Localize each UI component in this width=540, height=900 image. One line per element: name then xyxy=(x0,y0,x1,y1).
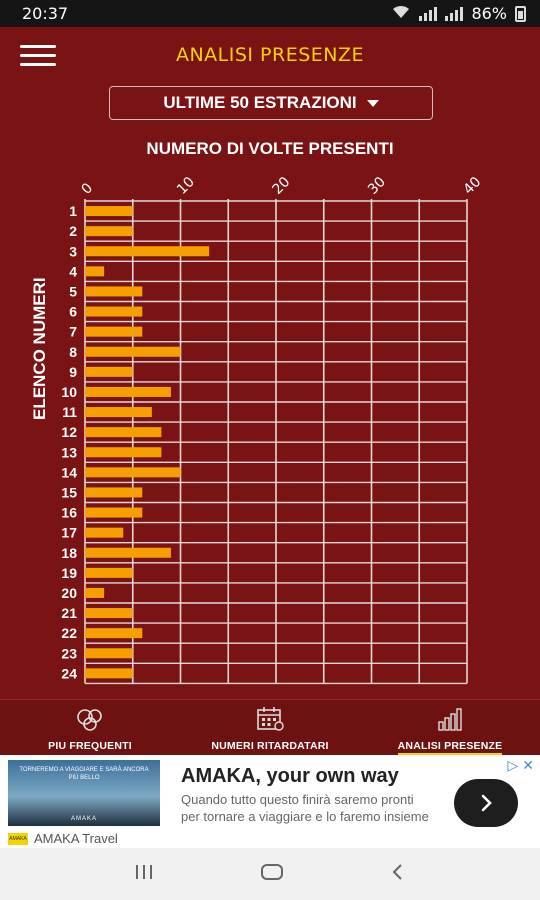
x-tick-label: 10 xyxy=(174,174,198,198)
bar xyxy=(85,206,133,217)
bar xyxy=(85,266,105,277)
y-tick-label: 18 xyxy=(61,545,77,561)
bar xyxy=(85,608,133,619)
bar xyxy=(85,648,133,659)
bar xyxy=(85,286,143,297)
bar xyxy=(85,226,133,237)
y-tick-label: 22 xyxy=(61,625,77,641)
dropdown-value: ULTIME 50 ESTRAZIONI xyxy=(163,93,357,112)
status-bar: 20:37 86% xyxy=(0,0,540,27)
chart-title: NUMERO DI VOLTE PRESENTI xyxy=(146,139,394,158)
bar xyxy=(85,668,133,679)
y-tick-label: 24 xyxy=(61,665,77,681)
page-title: ANALISI PRESENZE xyxy=(175,44,365,66)
ad-choices-icon[interactable]: ▷ xyxy=(507,757,519,773)
bar xyxy=(85,346,181,357)
bar xyxy=(85,447,162,458)
bar xyxy=(85,386,171,397)
x-tick-label: 20 xyxy=(270,174,294,198)
status-icons: 86% xyxy=(391,4,526,24)
bottom-tab-bar: PIU FREQUENTI NUMERI RITARDATARI xyxy=(0,699,540,755)
y-tick-label: 2 xyxy=(69,223,77,239)
tab-numeri-ritardatari[interactable]: NUMERI RITARDATARI xyxy=(180,700,360,755)
y-tick-label: 20 xyxy=(61,585,77,601)
chevron-down-icon xyxy=(366,99,379,107)
balls-icon xyxy=(75,706,105,732)
back-icon[interactable] xyxy=(389,862,407,887)
ad-banner[interactable]: TORNEREMO A VIAGGIARE E SARÀ ANCORA PIÙ … xyxy=(0,755,540,848)
signal-icon-2 xyxy=(445,6,464,21)
y-tick-label: 13 xyxy=(61,444,77,460)
calendar-icon xyxy=(255,706,285,732)
bar-chart-icon xyxy=(435,706,465,732)
menu-icon[interactable] xyxy=(20,45,56,67)
app-header: ANALISI PRESENZE xyxy=(0,27,540,85)
status-time: 20:37 xyxy=(22,4,69,23)
bar xyxy=(85,547,171,558)
y-tick-label: 12 xyxy=(61,424,77,440)
y-tick-label: 7 xyxy=(69,324,77,340)
bar xyxy=(85,467,181,478)
y-tick-label: 6 xyxy=(69,304,77,320)
signal-icon-1 xyxy=(419,6,438,21)
close-icon[interactable]: ✕ xyxy=(522,757,534,773)
y-tick-label: 19 xyxy=(61,565,77,581)
y-tick-label: 10 xyxy=(61,384,77,400)
bar xyxy=(85,407,152,418)
home-icon[interactable] xyxy=(260,862,284,887)
ad-image[interactable]: TORNEREMO A VIAGGIARE E SARÀ ANCORA PIÙ … xyxy=(8,760,160,826)
y-tick-label: 1 xyxy=(69,203,77,219)
y-tick-label: 16 xyxy=(61,505,77,521)
x-tick-label: 30 xyxy=(365,174,389,198)
y-tick-label: 5 xyxy=(69,283,77,299)
ad-image-text: TORNEREMO A VIAGGIARE E SARÀ ANCORA PIÙ … xyxy=(19,767,149,781)
y-tick-label: 14 xyxy=(61,464,77,480)
ad-headline[interactable]: AMAKA, your own way xyxy=(181,765,399,787)
bar xyxy=(85,567,133,578)
bar xyxy=(85,246,210,257)
tab-label: ANALISI PRESENZE xyxy=(397,740,503,755)
presence-bar-chart: 0 10 20 30 401234567891011121314151617181920… xyxy=(61,174,485,685)
bar xyxy=(85,326,143,337)
bar xyxy=(85,587,105,598)
ad-choices[interactable]: ▷ ✕ xyxy=(507,757,534,774)
recent-apps-icon[interactable] xyxy=(133,863,155,886)
bar xyxy=(85,306,143,317)
ad-advertiser: AMAKA AMAKA Travel xyxy=(8,831,118,846)
y-tick-label: 8 xyxy=(69,344,77,360)
bar xyxy=(85,527,124,538)
ad-open-button[interactable] xyxy=(454,779,518,827)
system-nav-bar xyxy=(0,848,540,900)
y-tick-label: 17 xyxy=(61,525,77,541)
bar xyxy=(85,366,133,377)
ad-body: Quando tutto questo finirà saremo pronti… xyxy=(181,792,429,824)
y-tick-label: 11 xyxy=(62,404,77,420)
chevron-right-icon xyxy=(481,794,492,812)
y-tick-label: 4 xyxy=(69,263,77,279)
bar xyxy=(85,487,143,498)
advertiser-name: AMAKA Travel xyxy=(34,831,118,846)
battery-percent: 86% xyxy=(471,4,507,23)
tab-piu-frequenti[interactable]: PIU FREQUENTI xyxy=(0,700,180,755)
battery-icon xyxy=(515,5,526,22)
x-tick-label: 0 xyxy=(79,180,97,198)
draw-range-dropdown[interactable]: ULTIME 50 ESTRAZIONI xyxy=(109,86,433,120)
tab-label: PIU FREQUENTI xyxy=(48,740,132,752)
tab-label: NUMERI RITARDATARI xyxy=(211,740,329,752)
tab-analisi-presenze[interactable]: ANALISI PRESENZE xyxy=(360,700,540,755)
bar xyxy=(85,507,143,518)
y-tick-label: 3 xyxy=(69,243,77,259)
advertiser-logo: AMAKA xyxy=(8,832,28,845)
x-tick-label: 40 xyxy=(461,174,485,198)
y-tick-label: 21 xyxy=(61,605,77,621)
bar xyxy=(85,628,143,639)
y-tick-label: 9 xyxy=(69,364,77,380)
ad-image-brand: AMAKA xyxy=(70,816,97,822)
wifi-icon xyxy=(391,4,411,24)
y-tick-label: 23 xyxy=(61,645,77,661)
bar xyxy=(85,427,162,438)
y-tick-label: 15 xyxy=(61,484,77,500)
